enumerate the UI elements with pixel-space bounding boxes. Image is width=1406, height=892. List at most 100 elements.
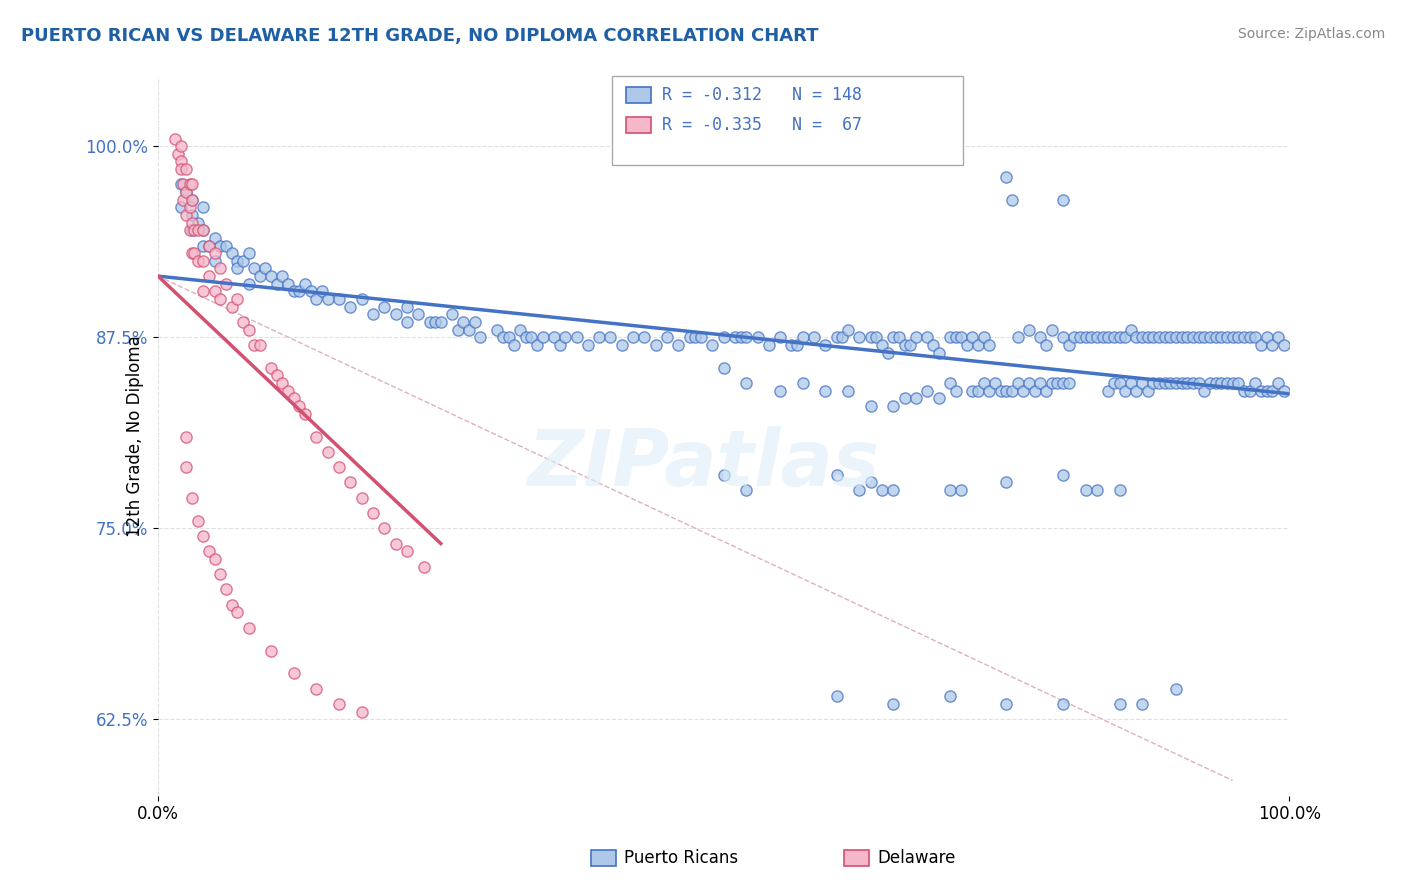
Point [1052, 376, 1074, 390]
Point [825, 467, 848, 482]
Point [339, 300, 361, 314]
Point [1170, 330, 1192, 344]
Point [163, 131, 186, 145]
Point [226, 253, 249, 268]
Point [831, 330, 853, 344]
Point [1222, 330, 1244, 344]
Point [1261, 384, 1284, 398]
Point [928, 392, 950, 406]
Point [995, 475, 1018, 490]
Point [915, 384, 938, 398]
Point [814, 338, 837, 352]
Text: ZIPatlas: ZIPatlas [527, 425, 879, 502]
Point [898, 338, 921, 352]
Point [995, 697, 1018, 711]
Point [204, 253, 226, 268]
Point [1194, 330, 1216, 344]
Point [967, 384, 990, 398]
Point [967, 338, 990, 352]
Point [610, 338, 633, 352]
Point [169, 200, 191, 214]
Point [1091, 330, 1114, 344]
Point [183, 246, 205, 260]
Point [260, 360, 283, 375]
Point [515, 330, 537, 344]
Point [226, 261, 249, 276]
Point [221, 300, 243, 314]
Point [1024, 384, 1046, 398]
Point [350, 491, 373, 505]
Point [453, 315, 475, 329]
Point [995, 384, 1018, 398]
Point [283, 392, 305, 406]
Point [204, 552, 226, 566]
Point [1136, 384, 1159, 398]
Point [169, 162, 191, 177]
Point [243, 338, 266, 352]
Point [1080, 330, 1102, 344]
Point [1227, 330, 1250, 344]
Point [859, 399, 882, 413]
Point [176, 429, 198, 443]
Point [1239, 384, 1261, 398]
Point [181, 193, 204, 207]
Point [266, 277, 288, 291]
Point [973, 376, 995, 390]
Point [576, 338, 599, 352]
Point [209, 238, 232, 252]
Point [283, 666, 305, 681]
Point [1035, 338, 1057, 352]
Point [260, 643, 283, 657]
Point [1108, 330, 1130, 344]
Point [395, 315, 418, 329]
Point [1074, 483, 1097, 497]
Point [848, 483, 870, 497]
Point [1153, 376, 1175, 390]
Point [1012, 384, 1035, 398]
Point [979, 384, 1001, 398]
Point [1205, 376, 1227, 390]
Point [526, 338, 548, 352]
Point [172, 193, 194, 207]
Point [915, 330, 938, 344]
Point [249, 269, 271, 284]
Y-axis label: 12th Grade, No Diploma: 12th Grade, No Diploma [127, 335, 145, 538]
Point [939, 376, 962, 390]
Point [266, 368, 288, 383]
Point [311, 285, 333, 299]
Point [1063, 330, 1085, 344]
Point [176, 460, 198, 475]
Point [735, 330, 758, 344]
Point [193, 223, 215, 237]
Text: R = -0.312   N = 148: R = -0.312 N = 148 [662, 87, 862, 104]
Point [243, 261, 266, 276]
Point [384, 307, 406, 321]
Point [1147, 376, 1170, 390]
Point [441, 307, 464, 321]
Point [339, 475, 361, 490]
Point [713, 467, 735, 482]
Point [1188, 376, 1211, 390]
Point [209, 261, 232, 276]
Point [1177, 376, 1199, 390]
Point [1130, 376, 1153, 390]
Point [1177, 330, 1199, 344]
Point [702, 338, 724, 352]
Point [1147, 330, 1170, 344]
Text: R = -0.335   N =  67: R = -0.335 N = 67 [662, 116, 862, 134]
Point [786, 338, 808, 352]
Point [1108, 697, 1130, 711]
Point [181, 223, 204, 237]
Point [1052, 697, 1074, 711]
Point [621, 330, 644, 344]
Point [430, 315, 453, 329]
Point [271, 269, 294, 284]
Point [1267, 376, 1289, 390]
Point [945, 384, 967, 398]
Point [543, 330, 565, 344]
Point [1069, 330, 1091, 344]
Point [633, 330, 655, 344]
Point [1130, 330, 1153, 344]
Point [169, 154, 191, 169]
Point [1233, 330, 1256, 344]
